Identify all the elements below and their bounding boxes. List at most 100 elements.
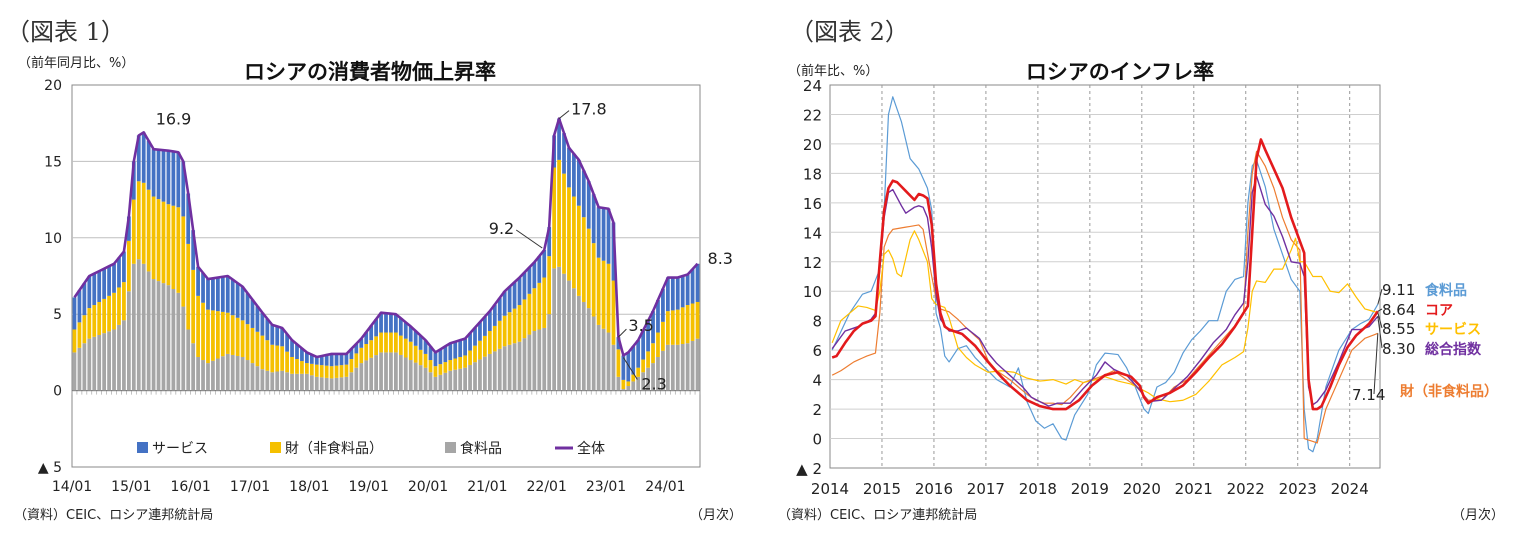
bar-food — [107, 331, 111, 391]
bar-services — [250, 299, 255, 328]
bar-food — [344, 376, 349, 391]
bar-goods — [181, 216, 186, 307]
bar-food — [265, 370, 270, 391]
bar-goods — [319, 365, 324, 378]
bar-food — [532, 331, 537, 391]
bar-food — [403, 357, 408, 391]
bar-goods — [408, 341, 413, 361]
bar-services — [527, 267, 532, 294]
bar-food — [537, 329, 542, 391]
bar-food — [418, 365, 423, 391]
y-tick-label: 4 — [812, 372, 822, 390]
bar-goods — [685, 305, 690, 344]
bar-services — [225, 276, 230, 313]
bar-goods — [413, 345, 418, 363]
bar-services — [171, 151, 176, 206]
bar-goods — [502, 315, 507, 347]
bar-services — [478, 322, 482, 341]
bar-food — [685, 343, 690, 391]
bar-goods — [265, 340, 270, 371]
bar-goods — [235, 317, 240, 356]
x-tick-label: 16/01 — [170, 479, 210, 495]
bar-food — [478, 359, 482, 391]
bar-goods — [483, 335, 487, 357]
bar-food — [656, 356, 660, 391]
bar-services — [359, 338, 364, 348]
bar-goods — [675, 309, 680, 345]
bar-food — [334, 377, 339, 391]
y-tick-label: 18 — [803, 165, 822, 183]
bar-food — [557, 266, 561, 391]
period-label: （月次） — [690, 508, 743, 523]
bar-goods — [314, 364, 319, 377]
x-tick-label: 18/01 — [289, 479, 329, 495]
bar-food — [87, 338, 92, 391]
bar-goods — [507, 312, 512, 345]
bar-services — [220, 276, 225, 312]
bar-goods — [572, 196, 576, 289]
bar-services — [463, 338, 467, 356]
bar-food — [196, 356, 200, 391]
bar-services — [468, 333, 472, 351]
bar-services — [492, 304, 497, 326]
bar-goods — [122, 282, 126, 321]
bar-services — [211, 278, 215, 311]
bar-goods — [87, 308, 92, 339]
bar-goods — [161, 201, 166, 284]
bar-services — [374, 319, 378, 337]
end-value-label: 8.30 — [1382, 340, 1415, 358]
series-line — [831, 175, 1379, 407]
y-tick-label: 16 — [803, 195, 822, 213]
bar-services — [319, 355, 324, 366]
bar-food — [453, 369, 458, 391]
legend-label: 食料品 — [1425, 282, 1467, 299]
source-note: （資料）CEIC、ロシア連邦統計局 — [778, 508, 978, 523]
bar-services — [384, 313, 388, 333]
bar-services — [680, 276, 685, 308]
bar-food — [146, 271, 151, 391]
bar-goods — [196, 295, 200, 357]
bar-goods — [512, 308, 517, 344]
legend-label: 全体 — [577, 440, 605, 457]
bar-food — [280, 370, 285, 391]
bar-goods — [626, 381, 631, 387]
bar-food — [349, 372, 354, 391]
bar-services — [448, 343, 453, 361]
bar-services — [201, 272, 205, 303]
bar-services — [616, 337, 621, 350]
bar-food — [300, 373, 304, 391]
annotation-label: 8.3 — [708, 249, 733, 268]
chart-title: ロシアのインフレ率 — [1025, 60, 1215, 84]
bar-food — [225, 353, 230, 391]
bar-food — [181, 306, 186, 391]
bar-goods — [220, 311, 225, 357]
plot-area — [829, 84, 1381, 469]
bar-goods — [364, 343, 369, 361]
annotation-label: 16.9 — [156, 109, 192, 128]
y-tick-label: 22 — [803, 106, 822, 124]
bar-goods — [542, 277, 547, 328]
bar-goods — [547, 256, 552, 315]
bar-food — [398, 354, 403, 391]
bar-food — [522, 338, 527, 391]
bar-food — [250, 363, 255, 391]
bar-food — [626, 386, 631, 391]
bar-goods — [670, 310, 675, 345]
y-tick-label: 20 — [44, 78, 62, 94]
bar-food — [695, 338, 700, 391]
legend-swatch — [445, 442, 456, 453]
bar-goods — [374, 336, 378, 356]
bar-services — [295, 344, 299, 360]
bar-services — [537, 256, 542, 283]
bar-goods — [680, 307, 685, 344]
y-tick-label: 6 — [812, 342, 822, 360]
bar-food — [483, 356, 487, 391]
bar-goods — [349, 359, 354, 373]
bar-goods — [171, 205, 176, 289]
bar-services — [309, 354, 314, 364]
bar-services — [695, 263, 700, 302]
bar-services — [547, 227, 552, 257]
y-tick-label: 5 — [53, 307, 62, 323]
x-tick-label: 20/01 — [408, 479, 448, 495]
bar-services — [364, 332, 369, 344]
